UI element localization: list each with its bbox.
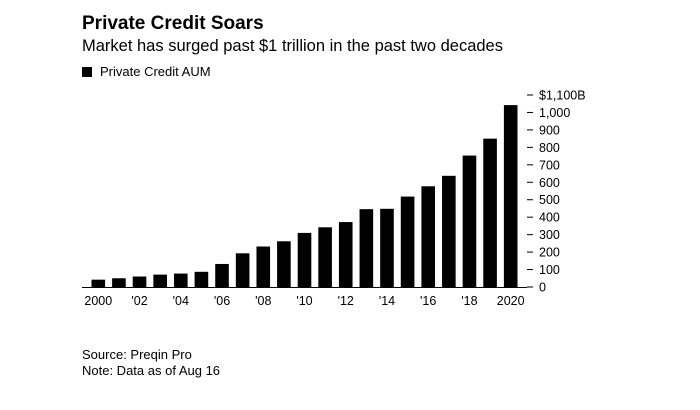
bar-2017 bbox=[442, 175, 456, 287]
bar-2018 bbox=[462, 155, 477, 287]
x-tick-label: '08 bbox=[255, 294, 271, 308]
y-tick-label: 300 bbox=[539, 228, 560, 242]
y-tick-label: 700 bbox=[539, 158, 560, 172]
bar-2005 bbox=[194, 271, 209, 287]
bar-2014 bbox=[380, 208, 394, 287]
bar-2000 bbox=[91, 279, 106, 287]
bar-2003 bbox=[153, 274, 167, 287]
data-note: Note: Data as of Aug 16 bbox=[82, 363, 221, 378]
x-tick-label: '02 bbox=[131, 294, 147, 308]
x-tick-label: '16 bbox=[420, 294, 436, 308]
x-tick-label: '10 bbox=[296, 294, 312, 308]
bar-2002 bbox=[132, 276, 147, 287]
bar-2020 bbox=[503, 105, 518, 288]
bar-2009 bbox=[277, 241, 291, 287]
y-tick-label: 100 bbox=[539, 263, 560, 277]
bar-2006 bbox=[215, 263, 229, 287]
x-tick-label: '18 bbox=[461, 294, 477, 308]
bar-2010 bbox=[297, 232, 312, 287]
y-tick-label: 200 bbox=[539, 246, 560, 260]
chart-footer: Source: Preqin Pro Note: Data as of Aug … bbox=[82, 347, 220, 379]
chart-title: Private Credit Soars bbox=[82, 13, 264, 34]
bar-2001 bbox=[112, 278, 126, 287]
x-tick-label: '14 bbox=[379, 294, 395, 308]
chart-legend: Private Credit AUM bbox=[82, 64, 211, 79]
bar-2004 bbox=[173, 273, 188, 287]
x-tick-label: '04 bbox=[173, 294, 189, 308]
y-tick-label: $1,100B bbox=[539, 89, 586, 103]
bar-2019 bbox=[483, 138, 497, 287]
y-tick-label: 800 bbox=[539, 141, 560, 155]
y-tick-label: 0 bbox=[539, 281, 546, 295]
bar-2011 bbox=[318, 227, 332, 287]
bar-2007 bbox=[235, 253, 250, 287]
bar-2008 bbox=[256, 246, 271, 287]
bar-2015 bbox=[400, 196, 415, 287]
y-tick-label: 600 bbox=[539, 176, 560, 190]
y-tick-label: 900 bbox=[539, 123, 560, 137]
y-tick-label: 400 bbox=[539, 211, 560, 225]
legend-swatch bbox=[82, 66, 92, 77]
x-tick-label: '06 bbox=[214, 294, 230, 308]
y-tick-label: 1,000 bbox=[539, 106, 570, 120]
source-note: Source: Preqin Pro bbox=[82, 347, 192, 362]
bar-2016 bbox=[421, 186, 436, 287]
y-tick-label: 500 bbox=[539, 193, 560, 207]
chart-subtitle: Market has surged past $1 trillion in th… bbox=[82, 37, 503, 55]
x-tick-label: '12 bbox=[338, 294, 354, 308]
bar-2012 bbox=[338, 222, 353, 287]
x-tick-label: 2000 bbox=[84, 294, 112, 308]
legend-label: Private Credit AUM bbox=[100, 64, 211, 79]
bar-2013 bbox=[359, 209, 374, 287]
x-tick-label: 2020 bbox=[497, 294, 525, 308]
